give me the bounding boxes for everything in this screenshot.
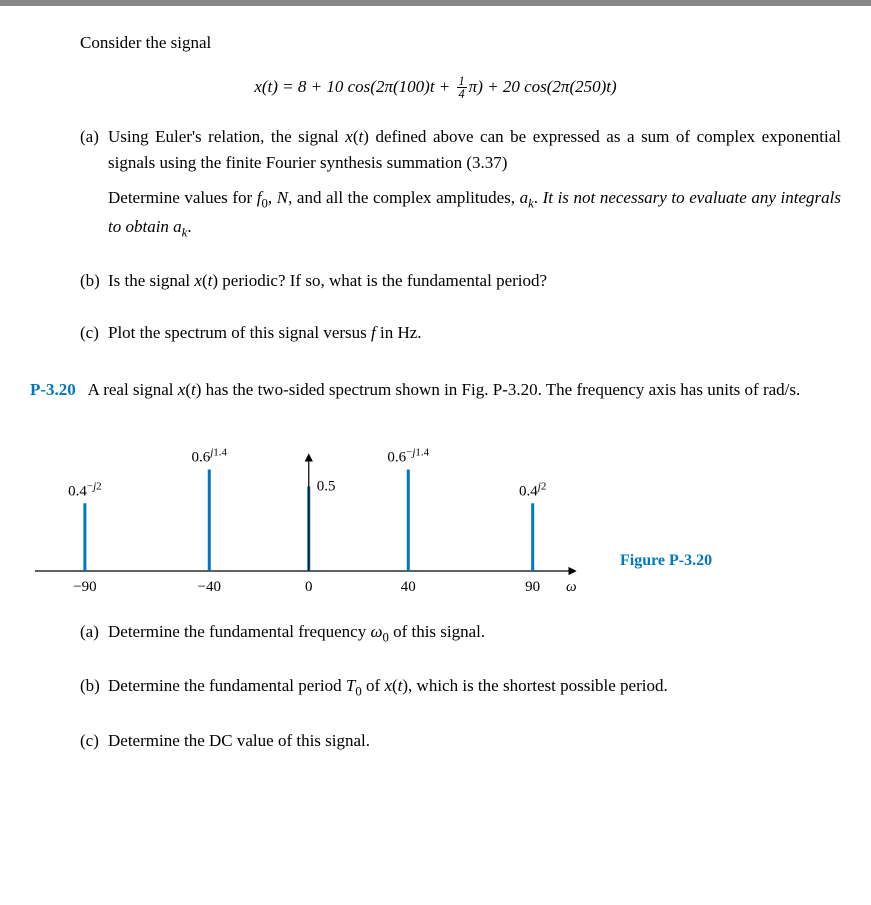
svg-text:90: 90 bbox=[525, 579, 540, 595]
figure-caption: Figure P-3.20 bbox=[620, 549, 712, 601]
svg-text:0.4ej2: 0.4ej2 bbox=[519, 480, 546, 499]
q2a-text: Determine the fundamental frequency ω0 o… bbox=[108, 619, 841, 648]
q1b-text: Is the signal x(t) periodic? If so, what… bbox=[108, 268, 841, 294]
q2c-text: Determine the DC value of this signal. bbox=[108, 728, 841, 754]
part-label: (a) bbox=[80, 619, 108, 658]
equation: x(t) = 8 + 10 cos(2π(100)t + 14π) + 20 c… bbox=[30, 74, 841, 101]
part-label: (a) bbox=[80, 124, 108, 252]
problem-intro: A real signal x(t) has the two-sided spe… bbox=[88, 380, 801, 399]
q2-part-b: (b) Determine the fundamental period T0 … bbox=[80, 673, 841, 712]
part-label: (b) bbox=[80, 268, 108, 304]
part-label: (c) bbox=[80, 728, 108, 764]
svg-text:40: 40 bbox=[401, 579, 416, 595]
q2b-text: Determine the fundamental period T0 of x… bbox=[108, 673, 841, 702]
q2-part-c: (c) Determine the DC value of this signa… bbox=[80, 728, 841, 764]
intro-text: Consider the signal bbox=[80, 30, 841, 56]
part-label: (b) bbox=[80, 673, 108, 712]
svg-text:−90: −90 bbox=[73, 579, 96, 595]
svg-text:0.6ej1.4: 0.6ej1.4 bbox=[191, 446, 227, 465]
q1a-p1: Using Euler's relation, the signal x(t) … bbox=[108, 124, 841, 175]
q1c-text: Plot the spectrum of this signal versus … bbox=[108, 320, 841, 346]
q1-part-a: (a) Using Euler's relation, the signal x… bbox=[80, 124, 841, 252]
svg-text:0.4e−j2: 0.4e−j2 bbox=[68, 480, 102, 499]
top-bar bbox=[0, 0, 871, 6]
q1-part-b: (b) Is the signal x(t) periodic? If so, … bbox=[80, 268, 841, 304]
svg-text:0: 0 bbox=[305, 579, 313, 595]
q1-part-c: (c) Plot the spectrum of this signal ver… bbox=[80, 320, 841, 356]
svg-text:0.5: 0.5 bbox=[317, 478, 336, 494]
q1a-p2: Determine values for f0, N, and all the … bbox=[108, 185, 841, 242]
q2-part-a: (a) Determine the fundamental frequency … bbox=[80, 619, 841, 658]
part-label: (c) bbox=[80, 320, 108, 356]
problem-header: P-3.20 A real signal x(t) has the two-si… bbox=[30, 377, 841, 403]
svg-text:−40: −40 bbox=[198, 579, 221, 595]
svg-text:ω: ω bbox=[566, 579, 577, 595]
problem-number: P-3.20 bbox=[30, 380, 76, 399]
svg-text:0.6e−j1.4: 0.6e−j1.4 bbox=[387, 446, 429, 465]
spectrum-svg: 0.4e−j2 0.6ej1.4 0.5 0.6e−j1.4 0.4ej2 −90 −40 0… bbox=[30, 431, 590, 601]
spectrum-figure: 0.4e−j2 0.6ej1.4 0.5 0.6e−j1.4 0.4ej2 −90 −40 0… bbox=[30, 431, 841, 601]
